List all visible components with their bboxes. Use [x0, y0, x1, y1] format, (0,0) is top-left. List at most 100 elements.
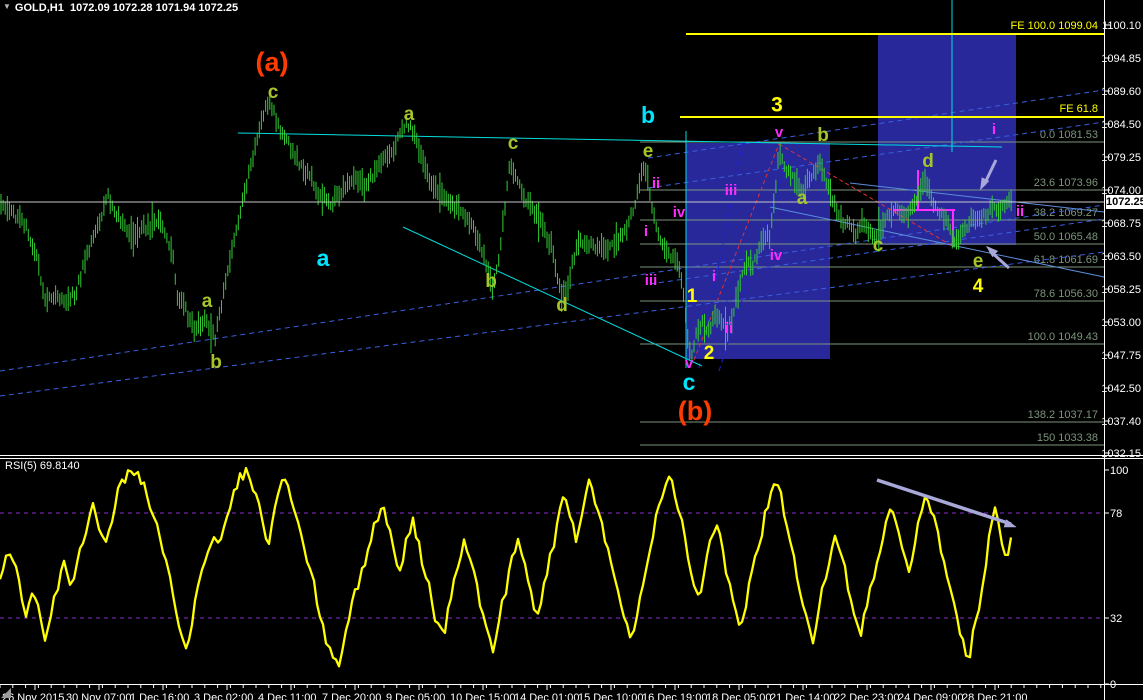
wave-label[interactable]: 2 — [704, 343, 715, 364]
wave-label[interactable]: ii — [725, 320, 733, 337]
descending-trendline[interactable] — [402, 226, 703, 367]
price-axis-label[interactable]: 1074.00 — [1101, 185, 1141, 197]
time-axis-label[interactable]: 4 Dec 11:00 — [258, 692, 317, 700]
time-axis-label[interactable]: 1 Dec 16:00 — [130, 692, 189, 700]
time-axis-label[interactable]: 10 Dec 15:00 — [450, 692, 515, 700]
rsi-value: 69.8140 — [39, 460, 80, 472]
price-axis-label[interactable]: 1037.40 — [1101, 416, 1141, 428]
price-axis-label[interactable]: 1094.85 — [1101, 53, 1141, 65]
time-axis-label[interactable]: 24 Dec 09:00 — [898, 692, 963, 700]
wave-label[interactable]: a — [317, 245, 330, 271]
time-axis-label[interactable]: 30 Nov 07:00 — [66, 692, 131, 700]
ascending-channel-line[interactable] — [647, 89, 1105, 159]
ascending-channel-line[interactable] — [647, 121, 1105, 189]
wave-label[interactable]: iii — [645, 272, 658, 289]
price-bars — [0, 95, 1012, 364]
wave-label[interactable]: 3 — [771, 94, 783, 117]
ascending-channel-line[interactable] — [0, 204, 1105, 372]
wave-label[interactable]: v — [685, 355, 694, 372]
fib-expansion-label: FE 61.8 — [1059, 103, 1098, 115]
price-axis-label[interactable]: 1058.25 — [1101, 284, 1141, 296]
symbol-dropdown-icon[interactable]: ▼ — [3, 2, 11, 11]
price-axis-label[interactable]: 1063.50 — [1101, 251, 1141, 263]
wave-label[interactable]: a — [797, 188, 808, 209]
fib-retracement-label: 23.6 1073.96 — [1034, 177, 1098, 189]
rsi-axis-label[interactable]: 100 — [1110, 465, 1128, 477]
wave-label[interactable]: a — [404, 104, 415, 125]
wave-label[interactable]: (b) — [678, 396, 712, 426]
rsi-axis-label[interactable]: 78 — [1110, 508, 1122, 520]
wave-label[interactable]: e — [643, 141, 654, 162]
wave-label[interactable]: c — [508, 133, 519, 154]
rsi-indicator-label: RSI(5) 69.8140 — [5, 460, 80, 472]
price-axis-label[interactable]: 1079.25 — [1101, 152, 1141, 164]
wave-label[interactable]: c — [683, 369, 696, 395]
wave-label[interactable]: iv — [770, 247, 783, 264]
symbol-period-label: GOLD,H1 — [14, 2, 64, 14]
wave-label[interactable]: b — [817, 125, 829, 146]
horizontal-trendline[interactable] — [237, 132, 1003, 148]
rsi-axis-label[interactable]: 32 — [1110, 613, 1122, 625]
wave-label[interactable]: c — [268, 82, 279, 103]
wave-label[interactable]: 4 — [973, 276, 984, 297]
wave-label[interactable]: d — [922, 151, 934, 172]
wave-label[interactable]: i — [712, 268, 716, 285]
price-axis-label[interactable]: 1084.50 — [1101, 119, 1141, 131]
wave-label[interactable]: v — [775, 124, 784, 141]
time-axis-label[interactable]: 3 Dec 02:00 — [194, 692, 253, 700]
wave-label[interactable]: i — [644, 223, 648, 240]
time-axis-label[interactable]: 7 Dec 20:00 — [322, 692, 381, 700]
fib-retracement-label: 0.0 1081.53 — [1040, 129, 1098, 141]
time-axis-label[interactable]: 14 Dec 01:00 — [514, 692, 579, 700]
upper-channel-line[interactable] — [849, 182, 1105, 213]
price-axis-label[interactable]: 1047.75 — [1101, 350, 1141, 362]
time-axis-label[interactable]: 9 Dec 05:00 — [386, 692, 445, 700]
wave-label[interactable]: iii — [725, 182, 738, 199]
time-axis-label[interactable]: 26 Nov 2015 — [2, 692, 64, 700]
fib-retracement-label: 78.6 1056.30 — [1034, 288, 1098, 300]
time-axis-label[interactable]: 28 Dec 21:00 — [962, 692, 1027, 700]
time-axis-label[interactable]: 15 Dec 10:00 — [578, 692, 643, 700]
time-axis-label[interactable]: 18 Dec 05:00 — [706, 692, 771, 700]
price-axis-label[interactable]: 1042.50 — [1101, 383, 1141, 395]
wave-label[interactable]: iv — [673, 204, 686, 221]
time-axis-label[interactable]: 21 Dec 14:00 — [770, 692, 835, 700]
wave-label[interactable]: b — [485, 271, 497, 292]
lower-channel-line[interactable] — [769, 206, 1105, 278]
fib-retracement-label: 100.0 1049.43 — [1028, 331, 1098, 343]
time-axis-label[interactable]: 22 Dec 23:00 — [834, 692, 899, 700]
fib-expansion-label: FE 100.0 1099.04 — [1011, 20, 1098, 32]
steep-channel-line[interactable] — [718, 154, 790, 372]
price-axis-label[interactable]: 1089.60 — [1101, 86, 1141, 98]
time-axis-label[interactable]: 16 Dec 19:00 — [642, 692, 707, 700]
price-axis-label[interactable]: 1068.75 — [1101, 218, 1141, 230]
wave-label[interactable]: b — [641, 102, 655, 128]
wave-label[interactable]: ii — [1016, 203, 1024, 220]
scrollbar-thumb-icon[interactable] — [1, 688, 11, 698]
price-axis-label[interactable]: 1053.00 — [1101, 317, 1141, 329]
price-axis-label[interactable]: 1100.10 — [1102, 20, 1141, 32]
fib-retracement-label: 150 1033.38 — [1037, 432, 1098, 444]
wave-label[interactable]: c — [873, 235, 884, 256]
wave-label[interactable]: d — [556, 295, 568, 316]
price-axis-label[interactable]: 1032.15 — [1101, 448, 1141, 460]
rsi-axis-label[interactable]: 0 — [1110, 679, 1116, 691]
red-path-line[interactable] — [778, 143, 955, 248]
wave-label[interactable]: e — [973, 251, 984, 272]
rsi-down-arrow[interactable] — [876, 478, 1011, 524]
wave-label[interactable]: i — [992, 121, 996, 138]
elliott-wave-box-2[interactable] — [878, 35, 1016, 245]
down-arrow[interactable] — [984, 159, 998, 185]
ascending-channel-line[interactable] — [649, 218, 1105, 285]
wave-label[interactable]: a — [202, 291, 213, 312]
wave-label[interactable]: (a) — [256, 47, 289, 77]
red-path-line[interactable] — [693, 143, 780, 361]
wave-label[interactable]: ii — [652, 175, 660, 192]
ascending-channel-line[interactable] — [0, 251, 1105, 397]
wave-label[interactable]: b — [210, 352, 222, 373]
up-left-arrow[interactable] — [990, 251, 1011, 270]
fib-retracement-label: 61.8 1061.69 — [1034, 254, 1098, 266]
wave-label[interactable]: 1 — [687, 286, 698, 307]
